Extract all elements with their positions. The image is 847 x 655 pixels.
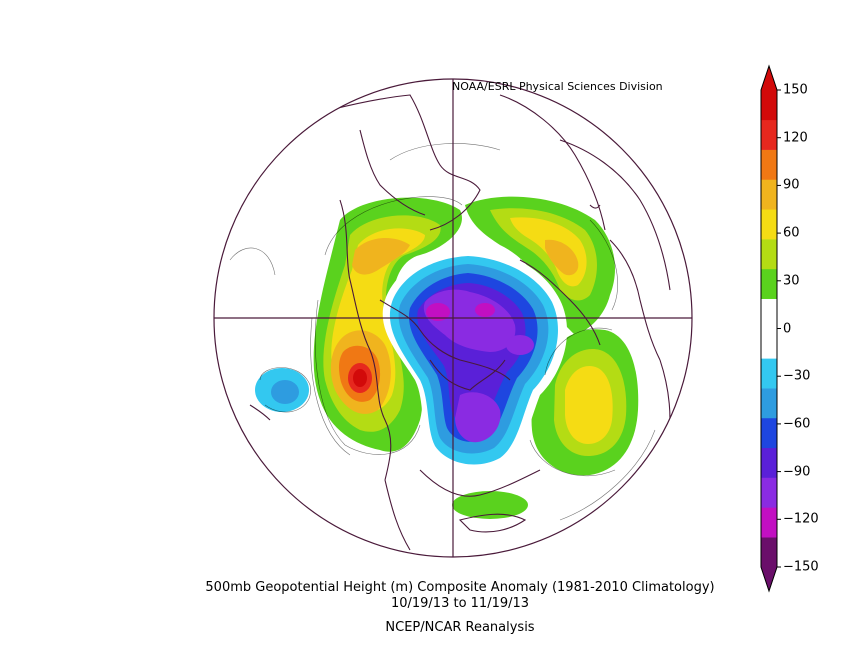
colorbar-tick-label: −120: [783, 511, 819, 527]
coastlines: [249, 94, 671, 551]
colorbar-swatch: [761, 388, 777, 419]
globe-outline: [213, 78, 693, 558]
colorbar-max-arrow: [761, 66, 777, 90]
colorbar-tick-label: −150: [783, 559, 819, 575]
colorbar-swatch: [761, 417, 777, 449]
colorbar-swatch: [761, 507, 777, 538]
colorbar-swatch: [761, 537, 777, 568]
colorbar-swatch: [761, 477, 777, 508]
caption-title: 500mb Geopotential Height (m) Composite …: [205, 580, 715, 595]
colorbar-tick-label: 150: [783, 82, 808, 98]
colorbar-min-arrow: [761, 567, 777, 591]
colorbar-swatch: [761, 358, 777, 389]
colorbar-swatch: [761, 179, 777, 210]
colorbar-swatch: [761, 239, 777, 270]
colorbar-tick-label: −30: [783, 368, 811, 384]
credit-label: NOAA/ESRL Physical Sciences Division: [452, 80, 663, 93]
colorbar-swatch: [761, 298, 777, 329]
caption-dates: 10/19/13 to 11/19/13: [390, 596, 530, 611]
colorbar-swatch: [761, 268, 777, 299]
colorbar-tick-label: −60: [783, 416, 811, 432]
colorbar-swatch: [761, 209, 777, 240]
trough-west-pacific: [255, 368, 309, 412]
colorbar-swatch: [761, 119, 777, 150]
positive-blob-pacific-south: [452, 491, 528, 519]
colorbar-swatch: [761, 90, 777, 121]
colorbar-tick-label: 120: [783, 130, 808, 146]
colorbar-frame: [760, 64, 778, 593]
graticule: [213, 78, 693, 558]
anomaly-contours: [229, 143, 656, 521]
colorbar-tick-label: 0: [783, 321, 792, 336]
anomaly-field: [229, 94, 671, 551]
colorbar-swatches: [761, 90, 777, 568]
colorbar-tick-label: −90: [783, 464, 811, 480]
colorbar-swatch: [761, 447, 777, 478]
colorbar: [760, 64, 781, 593]
colorbar-swatch: [761, 149, 777, 180]
colorbar-ticks: [777, 89, 781, 568]
colorbar-swatch: [761, 328, 777, 359]
colorbar-tick-label: 90: [783, 177, 800, 193]
colorbar-tick-label: 60: [783, 225, 800, 241]
ridge-eurasia: [465, 196, 615, 335]
colorbar-tick-label: 30: [783, 273, 800, 289]
caption-source: NCEP/NCAR Reanalysis: [385, 620, 535, 635]
